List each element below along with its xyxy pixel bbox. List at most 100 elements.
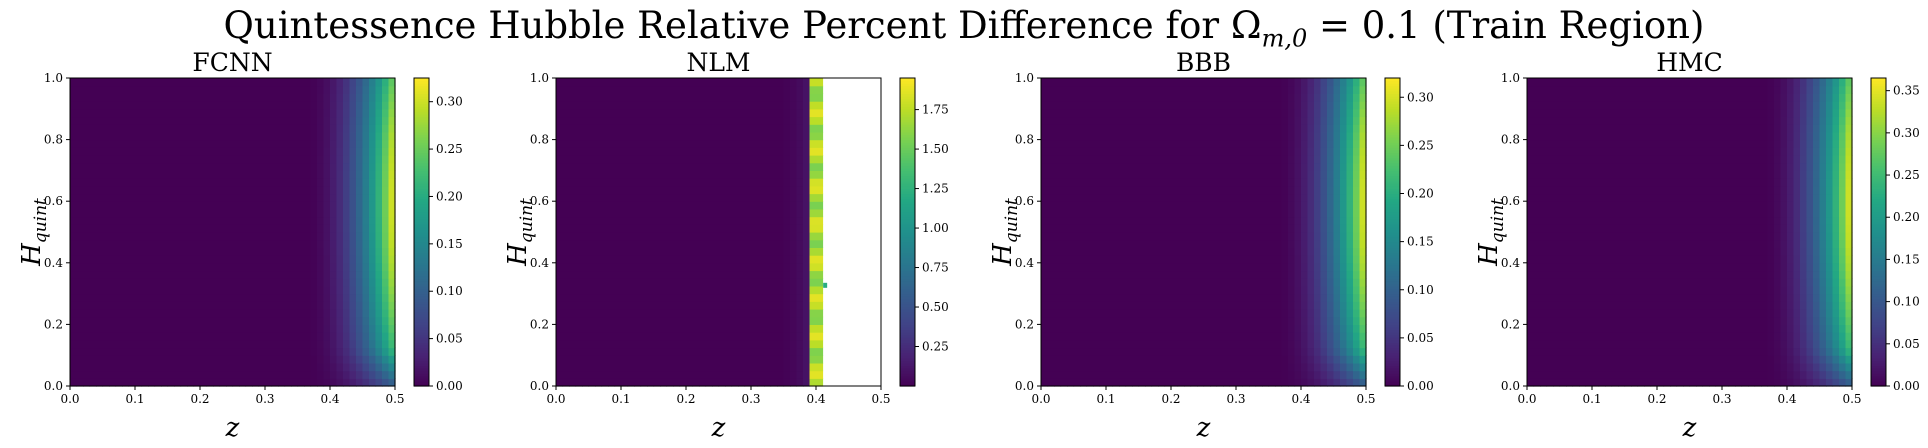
colorbar-tick-label: 0.25 [436, 142, 463, 156]
y-axis-label-main: H [988, 242, 1018, 267]
heatmap-cells [1527, 78, 1853, 387]
x-tick-label: 0.1 [1096, 392, 1115, 406]
x-tick-label: 0.4 [1291, 392, 1310, 406]
panel-title: NLM [686, 48, 750, 77]
x-tick-label: 0.0 [60, 392, 79, 406]
panel-title: HMC [1656, 48, 1723, 77]
y-tick-label: 0.2 [1015, 317, 1034, 331]
y-axis-label-main: H [503, 242, 533, 267]
colorbar: 0.25 0.50 0.75 1.00 1.25 1.50 1.75 [899, 77, 949, 387]
colorbar-tick-label: 0.10 [1407, 283, 1434, 297]
heatmap-cells [556, 78, 824, 387]
colorbar-tick-label: 0.00 [1893, 379, 1920, 393]
colorbar-tick-label: 0.15 [1407, 235, 1434, 249]
y-tick-label: 0.0 [1501, 379, 1520, 393]
panel-title: FCNN [192, 48, 272, 77]
colorbar-tick-label: 0.00 [436, 379, 463, 393]
colorbar-frame [1384, 77, 1401, 387]
chart-panel-nlm: NLM 0.0 0.1 0.2 0.3 0.4 0.5 0.0 0.2 0.4 0.6 0.8 1.0 z… [503, 48, 949, 443]
x-tick-label: 0.2 [1647, 392, 1666, 406]
y-tick-label: 1.0 [530, 71, 549, 85]
colorbar-tick-label: 0.50 [922, 300, 949, 314]
x-axis-label: z [1682, 413, 1697, 443]
x-tick-label: 0.2 [676, 392, 695, 406]
colorbar: 0.00 0.05 0.10 0.15 0.20 0.25 0.30 [413, 77, 463, 393]
colorbar-tick-label: 1.75 [922, 103, 949, 117]
colorbar-tick-label: 0.10 [436, 284, 463, 298]
y-tick-label: 0.8 [44, 133, 63, 147]
colorbar-frame [1870, 77, 1887, 387]
y-axis-label-sub: quint [31, 198, 51, 243]
colorbar-tick-label: 0.25 [922, 340, 949, 354]
y-tick-label: 0.4 [1501, 256, 1520, 270]
y-axis-label: Hquint [1474, 198, 1508, 267]
x-axis-label: z [711, 413, 726, 443]
y-tick-label: 0.6 [1015, 194, 1034, 208]
y-tick-label: 0.2 [530, 317, 549, 331]
colorbar-tick-label: 1.25 [922, 182, 949, 196]
x-tick-label: 0.4 [320, 392, 339, 406]
colorbar-tick-label: 0.75 [922, 261, 949, 275]
plot-frame [1040, 77, 1367, 387]
outlier-cell [823, 282, 828, 288]
y-axis-label-sub: quint [1002, 198, 1022, 243]
colorbar-tick-label: 0.25 [1407, 138, 1434, 152]
y-axis-label-sub: quint [1488, 198, 1508, 243]
figure-title: Quintessence Hubble Relative Percent Dif… [0, 4, 1928, 52]
colorbar-tick-label: 1.50 [922, 142, 949, 156]
y-tick-label: 0.8 [1015, 133, 1034, 147]
y-tick-label: 0.4 [44, 256, 63, 270]
plot-frame [555, 77, 882, 387]
panel-title: BBB [1176, 48, 1231, 77]
colorbar-tick-label: 0.20 [1893, 210, 1920, 224]
heatmap-cells [1041, 78, 1367, 387]
colorbar-tick-label: 0.20 [436, 189, 463, 203]
colorbar-tick-label: 0.05 [1893, 337, 1920, 351]
y-tick-label: 0.0 [530, 379, 549, 393]
y-axis-label-sub: quint [517, 198, 537, 243]
x-tick-label: 0.2 [1161, 392, 1180, 406]
colorbar-tick-label: 0.15 [1893, 252, 1920, 266]
colorbar-frame [413, 77, 430, 387]
x-tick-label: 0.3 [741, 392, 760, 406]
plot-frame [1526, 77, 1853, 387]
y-tick-label: 0.6 [44, 194, 63, 208]
colorbar: 0.00 0.05 0.10 0.15 0.20 0.25 0.30 0.35 [1870, 77, 1920, 393]
chart-panel-bbb: BBB 0.0 0.1 0.2 0.3 0.4 0.5 0.0 0.2 0.4 0.6 0.8 1.0 z… [988, 48, 1434, 443]
figure-title-sub: m,0 [1261, 24, 1308, 53]
x-tick-label: 0.0 [546, 392, 565, 406]
colorbar-tick-label: 0.35 [1893, 84, 1920, 98]
y-axis-label: Hquint [503, 198, 537, 267]
figure-title-prefix: Quintessence Hubble Relative Percent Dif… [223, 4, 1262, 47]
chart-panel-fcnn: FCNN 0.0 0.1 0.2 0.3 0.4 0.5 0.0 0.2 0.4 0.6 0.8 1.0… [17, 48, 463, 443]
x-tick-label: 0.0 [1031, 392, 1050, 406]
y-tick-label: 1.0 [44, 71, 63, 85]
x-tick-label: 0.3 [255, 392, 274, 406]
x-tick-label: 0.0 [1517, 392, 1536, 406]
y-tick-label: 0.4 [1015, 256, 1034, 270]
x-tick-label: 0.3 [1226, 392, 1245, 406]
y-axis-label-main: H [17, 242, 47, 267]
heatmap-cells [70, 78, 396, 387]
y-tick-label: 0.2 [1501, 317, 1520, 331]
x-tick-label: 0.5 [1842, 392, 1861, 406]
y-tick-label: 0.8 [1501, 133, 1520, 147]
y-tick-label: 0.0 [44, 379, 63, 393]
x-tick-label: 0.1 [611, 392, 630, 406]
y-tick-label: 0.6 [1501, 194, 1520, 208]
plot-frame [69, 77, 396, 387]
colorbar-tick-label: 0.15 [436, 237, 463, 251]
colorbar-tick-label: 1.00 [922, 221, 949, 235]
x-tick-label: 0.3 [1712, 392, 1731, 406]
y-tick-label: 0.0 [1015, 379, 1034, 393]
colorbar-tick-label: 0.05 [1407, 331, 1434, 345]
colorbar-tick-label: 0.10 [1893, 295, 1920, 309]
x-tick-label: 0.1 [1582, 392, 1601, 406]
x-tick-label: 0.5 [1356, 392, 1375, 406]
colorbar-tick-label: 0.30 [1407, 90, 1434, 104]
y-axis-label: Hquint [17, 198, 51, 267]
y-tick-label: 1.0 [1501, 71, 1520, 85]
y-axis-label: Hquint [988, 198, 1022, 267]
x-tick-label: 0.5 [385, 392, 404, 406]
